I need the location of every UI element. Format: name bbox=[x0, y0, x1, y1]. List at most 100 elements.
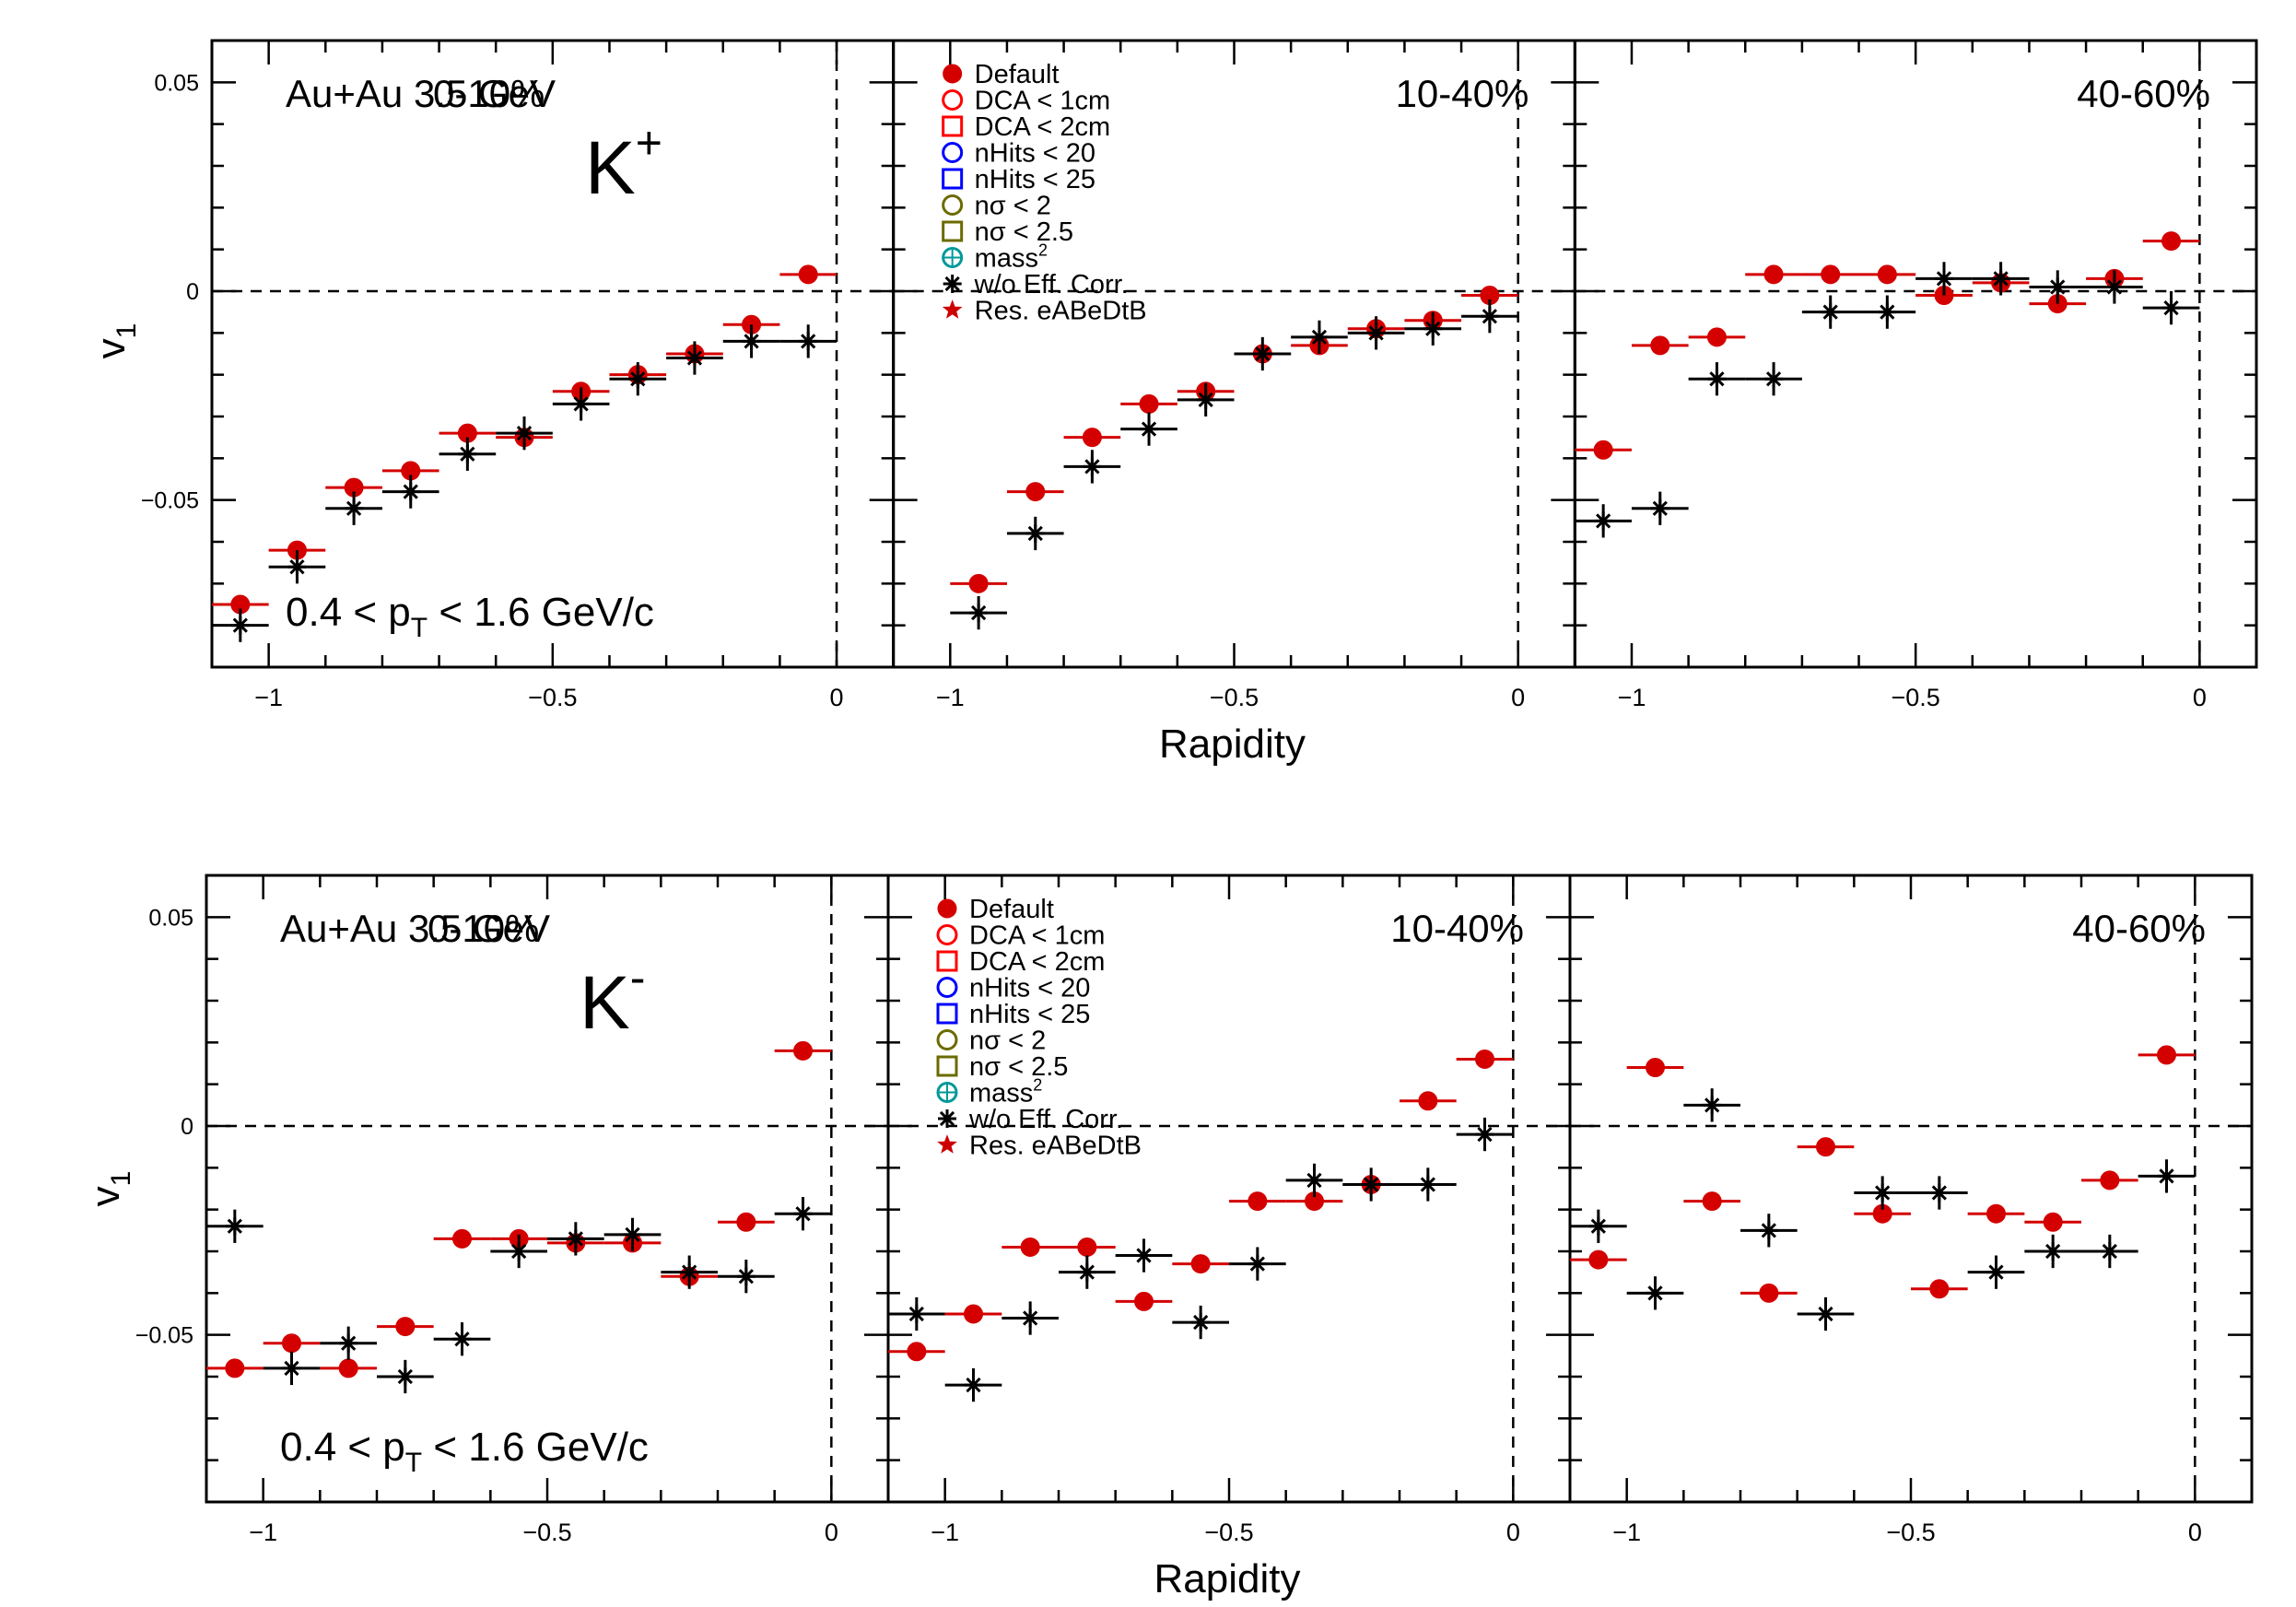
data-point-default bbox=[1025, 482, 1046, 502]
data-point-default bbox=[1821, 264, 1841, 285]
data-point-noeff bbox=[1873, 1183, 1892, 1202]
data-point-default bbox=[1593, 440, 1613, 460]
y-tick-label: −0.05 bbox=[135, 1323, 193, 1349]
legend-marker bbox=[942, 194, 964, 216]
collision-label: Au+Au 3.5 GeV bbox=[286, 72, 556, 115]
legend-item-dca1: DCA < 1cm bbox=[936, 921, 1105, 951]
legend-item-res: Res. eABeDtB bbox=[942, 297, 1147, 326]
legend-marker bbox=[936, 1055, 958, 1077]
data-point-noeff bbox=[1703, 1096, 1722, 1115]
x-tick-label: −1 bbox=[936, 684, 965, 711]
data-point-noeff bbox=[395, 1367, 415, 1386]
data-point-default bbox=[1077, 1237, 1097, 1257]
data-point-default bbox=[282, 1333, 301, 1354]
legend-item-dca1: DCA < 1cm bbox=[942, 87, 1110, 116]
data-point-default bbox=[1475, 1049, 1494, 1069]
panel-frame bbox=[1573, 39, 2258, 669]
data-point-noeff bbox=[1025, 523, 1045, 543]
data-point-noeff bbox=[2161, 299, 2181, 318]
data-point-noeff bbox=[287, 557, 307, 577]
pt-range-label: 0.4 < pT < 1.6 GeV/c bbox=[280, 1425, 649, 1478]
legend-marker bbox=[942, 220, 964, 242]
data-point-noeff bbox=[2048, 277, 2068, 297]
data-point-noeff bbox=[1077, 1262, 1096, 1282]
legend-label: nσ < 2 bbox=[975, 192, 1051, 221]
data-point-noeff bbox=[339, 1333, 358, 1353]
data-point-noeff bbox=[1134, 1246, 1154, 1265]
figure-row-kplus: −1 −0.5 0 0.05 0 −0.05 0-10% −1 −0.5 0 10-40% Defau… bbox=[88, 39, 2258, 767]
data-point-default bbox=[338, 1358, 358, 1378]
legend-label: Res. eABeDtB bbox=[969, 1132, 1142, 1161]
legend-item-noeff: w/o Eff. Corr. bbox=[938, 1105, 1123, 1134]
data-point-default bbox=[1646, 1058, 1665, 1078]
data-point-default bbox=[1929, 1279, 1950, 1299]
y-tick-label: 0.05 bbox=[148, 905, 193, 931]
data-point-noeff bbox=[1253, 345, 1272, 363]
data-point-noeff bbox=[1083, 457, 1102, 476]
data-point-noeff bbox=[2044, 1242, 2063, 1261]
data-point-default bbox=[1418, 1091, 1438, 1111]
data-point-noeff bbox=[1366, 323, 1386, 343]
legend-marker bbox=[943, 275, 962, 293]
particle-label: K- bbox=[580, 952, 645, 1045]
data-point-noeff bbox=[401, 482, 420, 501]
data-point-noeff bbox=[1650, 499, 1669, 518]
legend-item-nsig2: nσ < 2 bbox=[942, 192, 1051, 221]
data-point-noeff bbox=[1929, 1183, 1949, 1202]
data-points bbox=[950, 286, 1518, 630]
x-tick-label: −0.5 bbox=[1204, 1519, 1253, 1546]
data-points bbox=[212, 264, 838, 642]
data-point-noeff bbox=[1588, 1216, 1608, 1236]
data-point-default bbox=[2157, 1045, 2176, 1065]
data-point-noeff bbox=[510, 1242, 529, 1261]
legend-item-nhits25: nHits < 25 bbox=[936, 1000, 1090, 1029]
data-point-noeff bbox=[1878, 302, 1897, 322]
legend-label: nσ < 2.5 bbox=[975, 217, 1073, 247]
centrality-label: 40-60% bbox=[2072, 907, 2206, 950]
data-point-noeff bbox=[1140, 419, 1159, 439]
data-point-default bbox=[1986, 1203, 2006, 1224]
data-point-noeff bbox=[1759, 1221, 1778, 1240]
legend-label: nσ < 2.5 bbox=[969, 1052, 1068, 1082]
data-point-default bbox=[395, 1317, 416, 1337]
data-points bbox=[888, 1049, 1514, 1402]
data-point-noeff bbox=[2100, 1242, 2119, 1261]
data-point-default bbox=[1763, 264, 1784, 285]
legend-item-nsig2: nσ < 2 bbox=[936, 1026, 1046, 1056]
x-tick-label: 0 bbox=[1506, 1519, 1520, 1546]
panel-frame bbox=[205, 874, 890, 1504]
data-point-noeff bbox=[1764, 369, 1784, 389]
legend-item-default: Default bbox=[943, 60, 1060, 89]
legend-marker bbox=[942, 247, 964, 268]
data-point-noeff bbox=[1191, 1313, 1211, 1332]
x-tick-label: −1 bbox=[1612, 1519, 1641, 1546]
data-point-noeff bbox=[742, 332, 761, 351]
data-point-default bbox=[736, 1212, 756, 1232]
panel-frame bbox=[1568, 874, 2254, 1504]
data-point-noeff bbox=[623, 1225, 642, 1244]
legend-label: DCA < 2cm bbox=[969, 947, 1105, 977]
x-tick-label: 0 bbox=[825, 1519, 838, 1546]
legend-item-res: Res. eABeDtB bbox=[937, 1132, 1142, 1161]
legend-label: Default bbox=[969, 895, 1054, 924]
data-point-default bbox=[452, 1228, 472, 1249]
legend-label: nHits < 20 bbox=[975, 139, 1095, 169]
data-point-default bbox=[1650, 335, 1670, 356]
pt-range-label: 0.4 < pT < 1.6 GeV/c bbox=[286, 590, 654, 643]
x-tick-label: 0 bbox=[1511, 684, 1525, 711]
data-point-noeff bbox=[680, 1262, 699, 1282]
data-point-noeff bbox=[793, 1204, 813, 1224]
legend-item-noeff: w/o Eff. Corr. bbox=[943, 270, 1129, 299]
x-tick-label: −0.5 bbox=[1886, 1519, 1935, 1546]
legend-label: w/o Eff. Corr. bbox=[968, 1105, 1123, 1134]
x-axis-label: Rapidity bbox=[1154, 1556, 1301, 1601]
legend-marker bbox=[938, 1109, 956, 1128]
legend-label: nHits < 20 bbox=[969, 974, 1090, 1003]
data-point-noeff bbox=[685, 348, 704, 368]
data-point-noeff bbox=[1816, 1305, 1835, 1323]
data-point-noeff bbox=[1196, 390, 1215, 409]
data-point-default bbox=[1248, 1191, 1268, 1212]
